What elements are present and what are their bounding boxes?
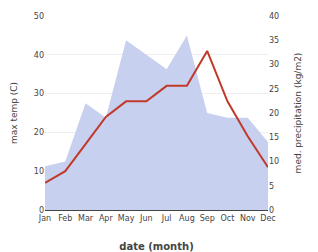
- svg-text:20: 20: [34, 128, 44, 137]
- svg-text:Dec: Dec: [260, 214, 275, 223]
- svg-text:Oct: Oct: [221, 214, 235, 223]
- svg-text:20: 20: [269, 109, 279, 118]
- svg-text:15: 15: [269, 133, 279, 142]
- svg-text:0: 0: [269, 206, 274, 215]
- svg-text:May: May: [118, 214, 135, 223]
- svg-text:50: 50: [34, 12, 44, 21]
- svg-text:Nov: Nov: [240, 214, 256, 223]
- svg-text:5: 5: [269, 182, 274, 191]
- svg-text:0: 0: [39, 206, 44, 215]
- svg-text:25: 25: [269, 85, 279, 94]
- svg-text:Jun: Jun: [139, 214, 153, 223]
- svg-text:10: 10: [34, 167, 44, 176]
- svg-text:40: 40: [269, 12, 279, 21]
- svg-text:40: 40: [34, 51, 44, 60]
- svg-text:med. precipitation (kg/m2): med. precipitation (kg/m2): [293, 53, 303, 174]
- svg-text:Aug: Aug: [179, 214, 195, 223]
- svg-text:Apr: Apr: [99, 214, 114, 223]
- svg-text:35: 35: [269, 36, 279, 45]
- svg-text:30: 30: [269, 60, 279, 69]
- svg-text:Jul: Jul: [161, 214, 172, 223]
- svg-text:30: 30: [34, 89, 44, 98]
- svg-text:date (month): date (month): [119, 241, 193, 252]
- svg-text:Mar: Mar: [78, 214, 94, 223]
- svg-text:10: 10: [269, 157, 279, 166]
- svg-text:Jan: Jan: [38, 214, 51, 223]
- svg-text:max temp (C): max temp (C): [9, 82, 19, 144]
- svg-text:Sep: Sep: [200, 214, 215, 223]
- svg-text:Feb: Feb: [58, 214, 72, 223]
